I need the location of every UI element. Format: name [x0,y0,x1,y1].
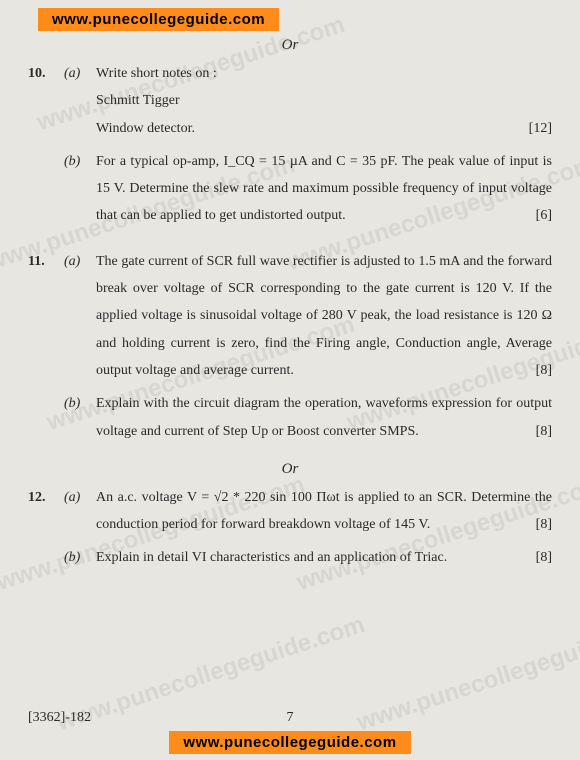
question-part: (a) The gate current of SCR full wave re… [64,248,552,384]
question-part: (b) Explain in detail VI characteristics… [64,544,552,571]
footer-left: [3362]-182 [28,710,91,726]
part-label: (b) [64,148,96,230]
part-line: Window detector. [12] [96,115,552,142]
marks: [6] [528,202,552,229]
question-11: 11. (a) The gate current of SCR full wav… [28,248,552,451]
part-label: (a) [64,484,96,539]
question-number: 11. [28,248,64,451]
part-text: An a.c. voltage V = √2 * 220 sin 100 Πωt… [96,484,552,539]
part-label: (b) [64,544,96,571]
part-text: Explain with the circuit diagram the ope… [96,390,552,445]
part-line-text: Window detector. [96,121,195,136]
page-footer: [3362]-182 7 [28,710,552,726]
bottom-banner: www.punecollegeguide.com [169,731,410,754]
part-body-text: The gate current of SCR full wave rectif… [96,254,552,378]
part-label: (b) [64,390,96,445]
question-12: 12. (a) An a.c. voltage V = √2 * 220 sin… [28,484,552,578]
part-line: Write short notes on : [96,60,552,87]
question-number: 10. [28,60,64,236]
part-label: (a) [64,60,96,142]
part-text: Explain in detail VI characteristics and… [96,544,552,571]
part-body-text: For a typical op-amp, I_CQ = 15 µA and C… [96,154,552,224]
part-text: For a typical op-amp, I_CQ = 15 µA and C… [96,148,552,230]
part-line: Schmitt Tigger [96,87,552,114]
question-part: (a) Write short notes on : Schmitt Tigge… [64,60,552,142]
marks: [12] [521,115,552,142]
part-body-text: An a.c. voltage V = √2 * 220 sin 100 Πωt… [96,490,552,532]
part-body-text: Explain with the circuit diagram the ope… [96,396,552,438]
part-text: The gate current of SCR full wave rectif… [96,248,552,384]
bottom-banner-wrap: www.punecollegeguide.com [0,731,580,754]
part-body-text: Explain in detail VI characteristics and… [96,550,447,565]
marks: [8] [528,544,552,571]
question-number: 12. [28,484,64,578]
question-part: (a) An a.c. voltage V = √2 * 220 sin 100… [64,484,552,539]
marks: [8] [528,418,552,445]
question-part: (b) Explain with the circuit diagram the… [64,390,552,445]
page-content: www.punecollegeguide.com Or 10. (a) Writ… [0,0,580,600]
or-separator: Or [28,461,552,478]
question-10: 10. (a) Write short notes on : Schmitt T… [28,60,552,236]
part-label: (a) [64,248,96,384]
question-part: (b) For a typical op-amp, I_CQ = 15 µA a… [64,148,552,230]
footer-page-number: 7 [287,710,294,726]
marks: [8] [528,511,552,538]
top-banner: www.punecollegeguide.com [38,8,279,31]
marks: [8] [528,357,552,384]
or-separator: Or [28,37,552,54]
